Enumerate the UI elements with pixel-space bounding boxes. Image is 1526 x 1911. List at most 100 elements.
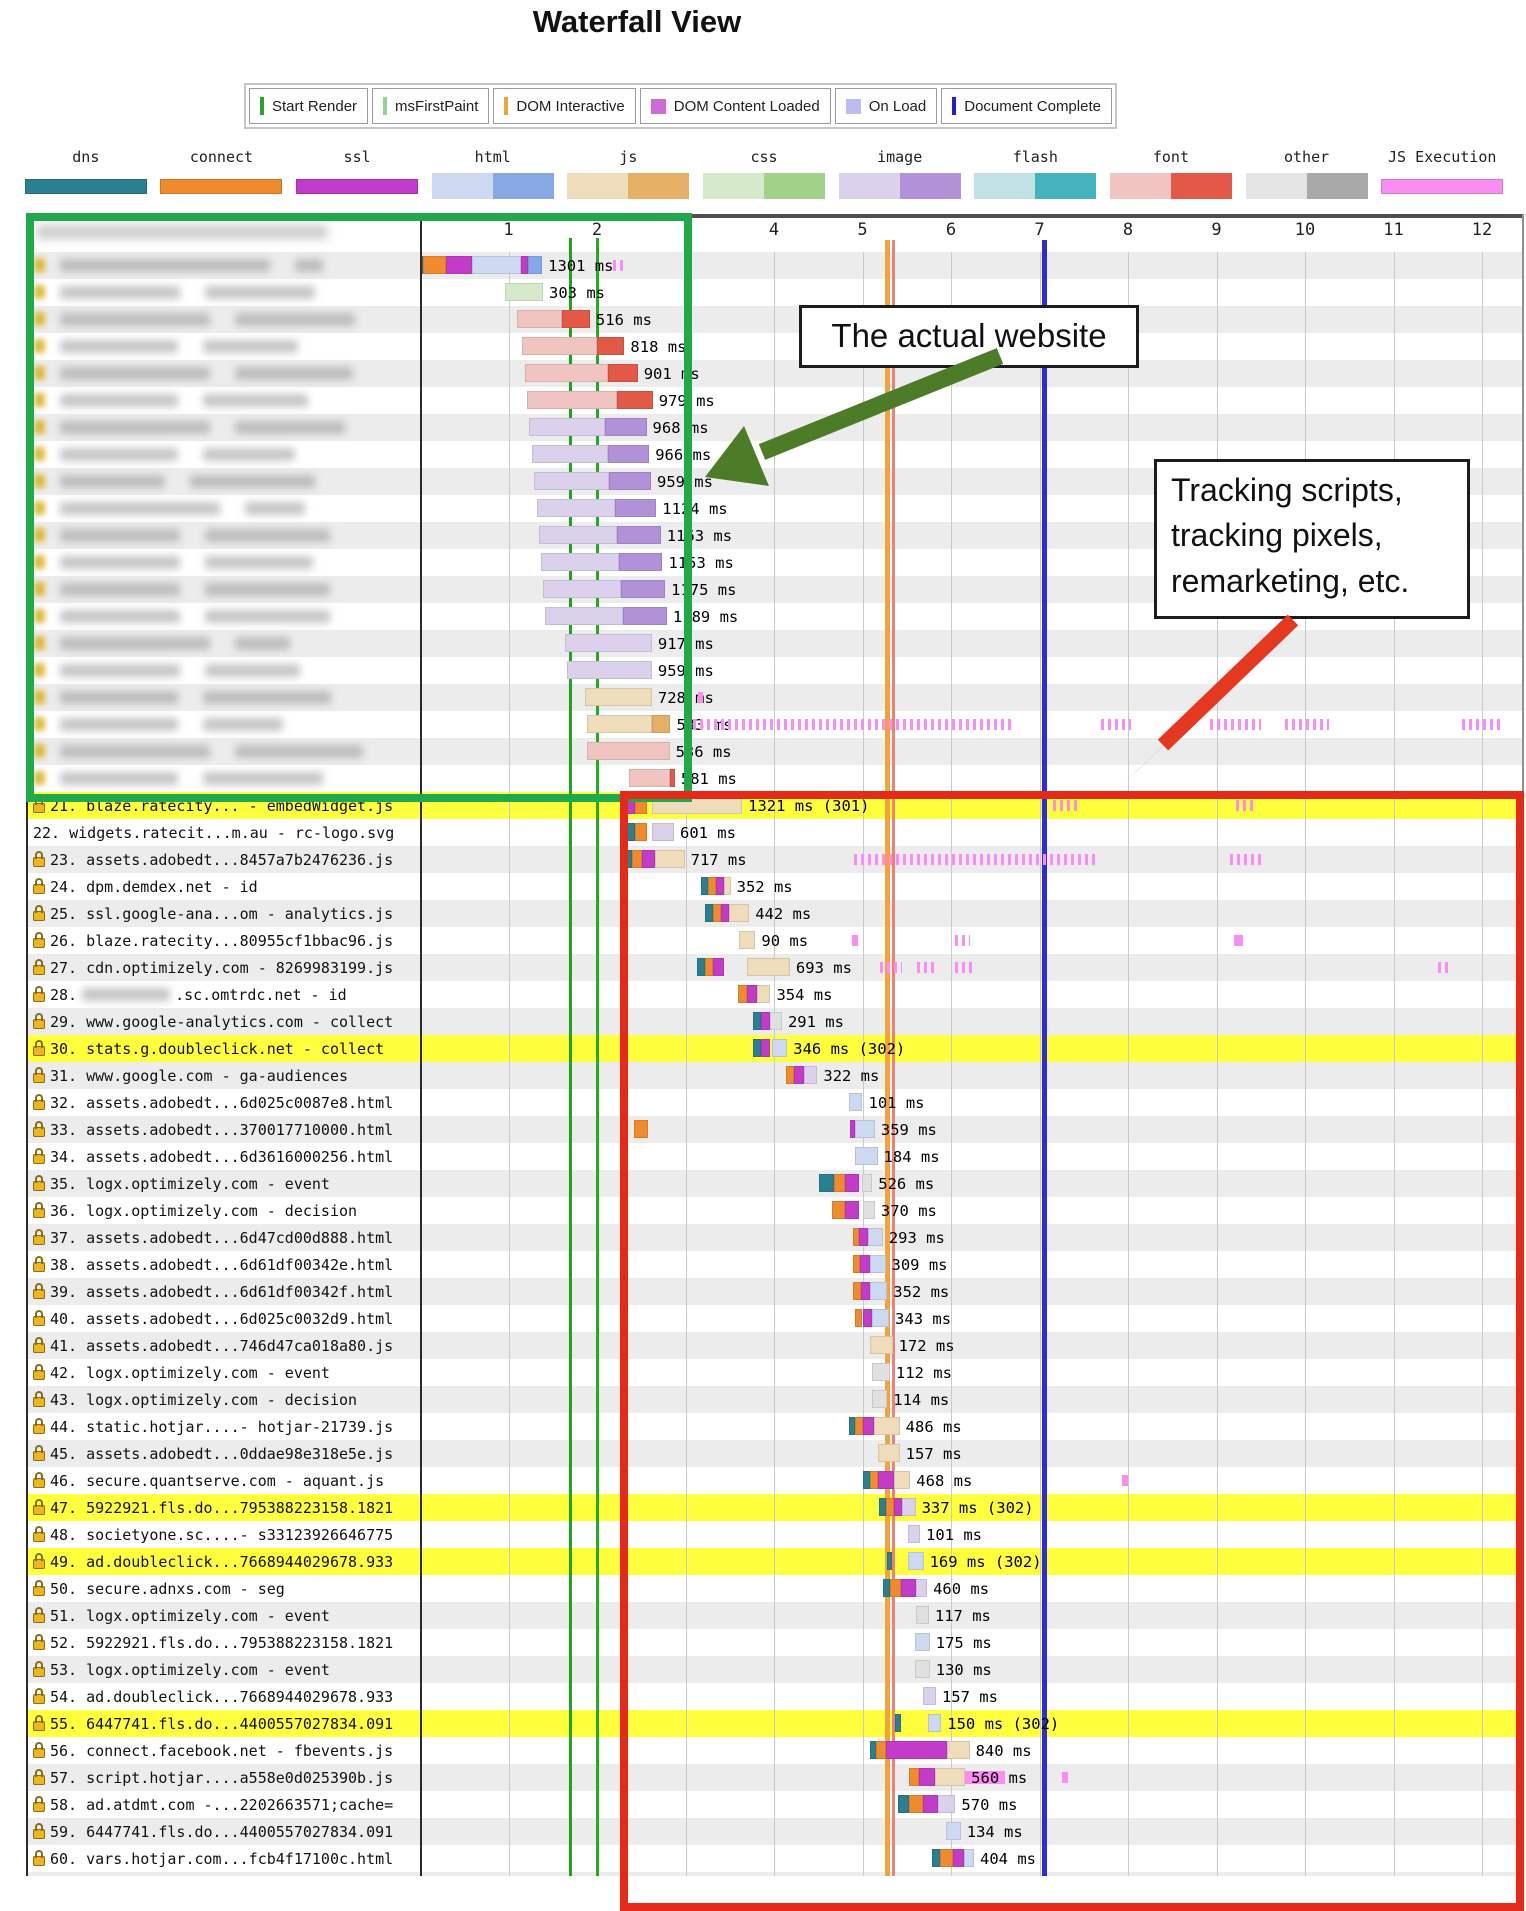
request-label[interactable]: 37. assets.adobedt...6d47cd00d888.html [33, 1227, 393, 1248]
request-label[interactable]: 60. vars.hotjar.com...fcb4f17100c.html [33, 1848, 393, 1869]
request-row[interactable]: 50. secure.adnxs.com - seg 460 ms [0, 1575, 1526, 1602]
request-row[interactable]: 34. assets.adobedt...6d3616000256.html 18… [0, 1143, 1526, 1170]
request-row[interactable]: 1153 ms [0, 549, 1526, 576]
request-label[interactable]: 42. logx.optimizely.com - event [33, 1362, 330, 1383]
request-row[interactable]: 40. assets.adobedt...6d025c0032d9.html 34… [0, 1305, 1526, 1332]
request-row[interactable]: 581 ms [0, 765, 1526, 792]
request-row[interactable]: 46. secure.quantserve.com - aquant.js 468… [0, 1467, 1526, 1494]
request-row[interactable]: 32. assets.adobedt...6d025c0087e8.html 10… [0, 1089, 1526, 1116]
request-row[interactable]: 28. .sc.omtrdc.net - id 354 ms [0, 981, 1526, 1008]
request-label[interactable]: 54. ad.doubleclick...7668944029678.933 [33, 1686, 393, 1707]
request-label[interactable]: 38. assets.adobedt...6d61df00342e.html [33, 1254, 393, 1275]
request-label[interactable]: 39. assets.adobedt...6d61df00342f.html [33, 1281, 393, 1302]
request-row[interactable]: 29. www.google-analytics.com - collect 29… [0, 1008, 1526, 1035]
request-label[interactable]: 24. dpm.demdex.net - id [33, 876, 258, 897]
request-row[interactable]: 1124 ms [0, 495, 1526, 522]
request-row[interactable]: 959 ms [0, 468, 1526, 495]
request-row[interactable]: 818 ms [0, 333, 1526, 360]
request-row[interactable]: 58. ad.atdmt.com -...2202663571;cache= 57… [0, 1791, 1526, 1818]
request-row[interactable]: 60. vars.hotjar.com...fcb4f17100c.html 40… [0, 1845, 1526, 1872]
request-row[interactable]: 39. assets.adobedt...6d61df00342f.html 35… [0, 1278, 1526, 1305]
request-label[interactable]: 46. secure.quantserve.com - aquant.js [33, 1470, 384, 1491]
request-label[interactable]: 48. societyone.sc....- s33123926646775 [33, 1524, 393, 1545]
request-row[interactable]: 31. www.google.com - ga-audiences 322 ms [0, 1062, 1526, 1089]
request-row[interactable]: 21. blaze.ratecity... - embedWidget.js 13… [0, 792, 1526, 819]
request-row[interactable]: 37. assets.adobedt...6d47cd00d888.html 29… [0, 1224, 1526, 1251]
request-row[interactable]: 22. widgets.ratecit...m.au - rc-logo.svg… [0, 819, 1526, 846]
request-label[interactable]: 30. stats.g.doubleclick.net - collect [33, 1038, 384, 1059]
request-row[interactable]: 35. logx.optimizely.com - event 526 ms [0, 1170, 1526, 1197]
request-row[interactable]: 43. logx.optimizely.com - decision 114 ms [0, 1386, 1526, 1413]
request-label[interactable]: 27. cdn.optimizely.com - 8269983199.js [33, 957, 393, 978]
request-row[interactable]: 26. blaze.ratecity...80955cf1bbac96.js 90… [0, 927, 1526, 954]
request-label[interactable]: 35. logx.optimizely.com - event [33, 1173, 330, 1194]
request-label[interactable]: 40. assets.adobedt...6d025c0032d9.html [33, 1308, 393, 1329]
request-label[interactable]: 45. assets.adobedt...0ddae98e318e5e.js [33, 1443, 393, 1464]
request-row[interactable]: 52. 5922921.fls.do...795388223158.1821 17… [0, 1629, 1526, 1656]
request-row[interactable]: 36. logx.optimizely.com - decision 370 ms [0, 1197, 1526, 1224]
request-row[interactable]: 47. 5922921.fls.do...795388223158.1821 33… [0, 1494, 1526, 1521]
request-row[interactable]: 1189 ms [0, 603, 1526, 630]
request-row[interactable]: 41. assets.adobedt...746d47ca018a80.js 17… [0, 1332, 1526, 1359]
request-row[interactable]: 536 ms [0, 738, 1526, 765]
request-row[interactable]: 303 ms [0, 279, 1526, 306]
request-label[interactable]: 59. 6447741.fls.do...4400557027834.091 [33, 1821, 393, 1842]
request-label[interactable]: 49. ad.doubleclick...7668944029678.933 [33, 1551, 393, 1572]
request-label[interactable]: 31. www.google.com - ga-audiences [33, 1065, 348, 1086]
request-row[interactable]: 55. 6447741.fls.do...4400557027834.091 15… [0, 1710, 1526, 1737]
request-row[interactable]: 48. societyone.sc....- s33123926646775 10… [0, 1521, 1526, 1548]
request-row[interactable]: 44. static.hotjar....- hotjar-21739.js 48… [0, 1413, 1526, 1440]
request-label[interactable]: 53. logx.optimizely.com - event [33, 1659, 330, 1680]
request-label[interactable]: 58. ad.atdmt.com -...2202663571;cache= [33, 1794, 393, 1815]
request-row[interactable]: 27. cdn.optimizely.com - 8269983199.js 69… [0, 954, 1526, 981]
request-row[interactable]: 533 ms [0, 711, 1526, 738]
request-label[interactable]: 43. logx.optimizely.com - decision [33, 1389, 357, 1410]
request-label[interactable]: 51. logx.optimizely.com - event [33, 1605, 330, 1626]
request-row[interactable]: 49. ad.doubleclick...7668944029678.933 16… [0, 1548, 1526, 1575]
request-label[interactable]: 33. assets.adobedt...370017710000.html [33, 1119, 393, 1140]
request-label[interactable]: 22. widgets.ratecit...m.au - rc-logo.svg [33, 822, 394, 843]
request-row[interactable]: 23. assets.adobedt...8457a7b2476236.js 71… [0, 846, 1526, 873]
request-row[interactable]: 38. assets.adobedt...6d61df00342e.html 30… [0, 1251, 1526, 1278]
request-label[interactable]: 50. secure.adnxs.com - seg [33, 1578, 285, 1599]
request-label[interactable]: 57. script.hotjar....a558e0d025390b.js [33, 1767, 393, 1788]
request-row[interactable]: 516 ms [0, 306, 1526, 333]
request-row[interactable]: 1175 ms [0, 576, 1526, 603]
request-label[interactable]: 34. assets.adobedt...6d3616000256.html [33, 1146, 393, 1167]
request-label[interactable]: 26. blaze.ratecity...80955cf1bbac96.js [33, 930, 393, 951]
request-row[interactable]: 42. logx.optimizely.com - event 112 ms [0, 1359, 1526, 1386]
request-row[interactable]: 917 ms [0, 630, 1526, 657]
request-label[interactable]: 21. blaze.ratecity... - embedWidget.js [33, 795, 393, 816]
request-row[interactable]: 1163 ms [0, 522, 1526, 549]
request-label[interactable]: 56. connect.facebook.net - fbevents.js [33, 1740, 393, 1761]
request-label[interactable]: 52. 5922921.fls.do...795388223158.1821 [33, 1632, 393, 1653]
request-row[interactable]: 901 ms [0, 360, 1526, 387]
request-row[interactable]: 25. ssl.google-ana...om - analytics.js 44… [0, 900, 1526, 927]
request-label[interactable]: 25. ssl.google-ana...om - analytics.js [33, 903, 393, 924]
request-label[interactable]: 29. www.google-analytics.com - collect [33, 1011, 393, 1032]
request-row[interactable]: 959 ms [0, 657, 1526, 684]
request-row[interactable]: 966 ms [0, 441, 1526, 468]
request-row[interactable]: 54. ad.doubleclick...7668944029678.933 15… [0, 1683, 1526, 1710]
request-row[interactable]: 24. dpm.demdex.net - id 352 ms [0, 873, 1526, 900]
request-label[interactable]: 55. 6447741.fls.do...4400557027834.091 [33, 1713, 393, 1734]
request-row[interactable]: 728 ms [0, 684, 1526, 711]
request-label[interactable]: 36. logx.optimizely.com - decision [33, 1200, 357, 1221]
request-row[interactable]: 1301 ms [0, 252, 1526, 279]
request-row[interactable]: 30. stats.g.doubleclick.net - collect 346… [0, 1035, 1526, 1062]
request-row[interactable]: 45. assets.adobedt...0ddae98e318e5e.js 15… [0, 1440, 1526, 1467]
request-label[interactable]: 47. 5922921.fls.do...795388223158.1821 [33, 1497, 393, 1518]
request-row[interactable]: 33. assets.adobedt...370017710000.html 35… [0, 1116, 1526, 1143]
request-label[interactable]: 23. assets.adobedt...8457a7b2476236.js [33, 849, 393, 870]
request-row[interactable]: 56. connect.facebook.net - fbevents.js 84… [0, 1737, 1526, 1764]
request-row[interactable]: 53. logx.optimizely.com - event 130 ms [0, 1656, 1526, 1683]
request-label[interactable]: 28. .sc.omtrdc.net - id [33, 984, 347, 1005]
request-row[interactable]: 51. logx.optimizely.com - event 117 ms [0, 1602, 1526, 1629]
request-label[interactable]: 32. assets.adobedt...6d025c0087e8.html [33, 1092, 393, 1113]
request-row[interactable]: 979 ms [0, 387, 1526, 414]
request-row[interactable]: 57. script.hotjar....a558e0d025390b.js 56… [0, 1764, 1526, 1791]
request-label[interactable]: 41. assets.adobedt...746d47ca018a80.js [33, 1335, 393, 1356]
request-label[interactable]: 44. static.hotjar....- hotjar-21739.js [33, 1416, 393, 1437]
request-row[interactable]: 968 ms [0, 414, 1526, 441]
request-row[interactable]: 59. 6447741.fls.do...4400557027834.091 13… [0, 1818, 1526, 1845]
